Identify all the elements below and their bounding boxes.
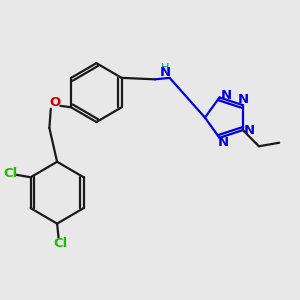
Text: N: N (218, 136, 230, 149)
Text: N: N (244, 124, 255, 136)
Text: Cl: Cl (53, 237, 67, 250)
Text: N: N (160, 66, 171, 80)
Text: Cl: Cl (4, 167, 18, 180)
Text: N: N (220, 88, 231, 102)
Text: N: N (237, 93, 248, 106)
Text: O: O (50, 96, 61, 109)
Text: H: H (161, 63, 170, 73)
